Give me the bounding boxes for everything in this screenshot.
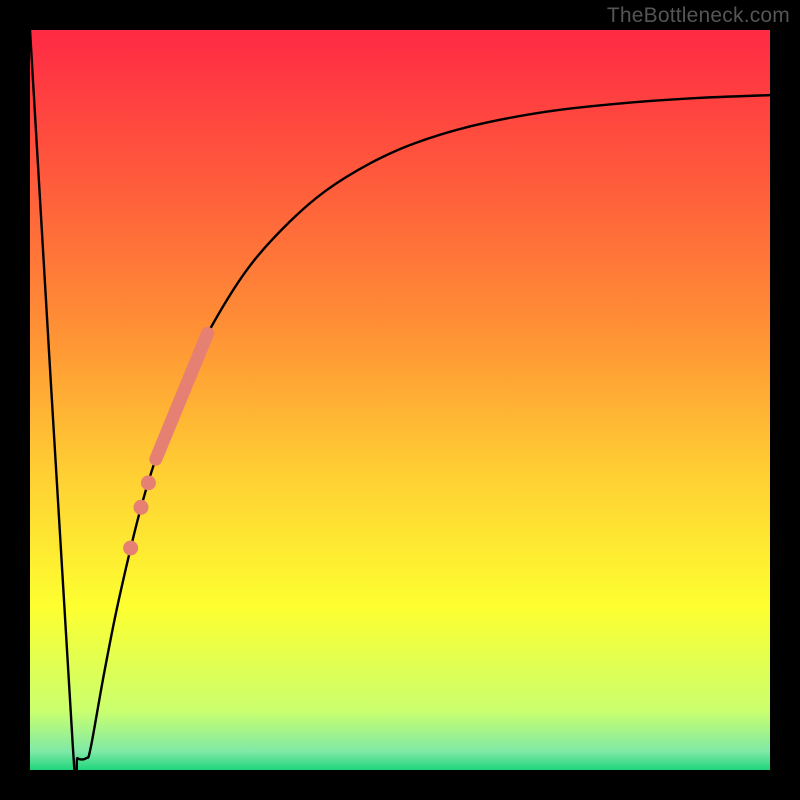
highlight-dot [123,541,138,556]
highlight-dot [141,475,156,490]
plot-background [30,30,770,770]
bottleneck-chart [0,0,800,800]
highlight-dot [134,500,149,515]
watermark-text: TheBottleneck.com [607,4,790,28]
chart-container: TheBottleneck.com [0,0,800,800]
